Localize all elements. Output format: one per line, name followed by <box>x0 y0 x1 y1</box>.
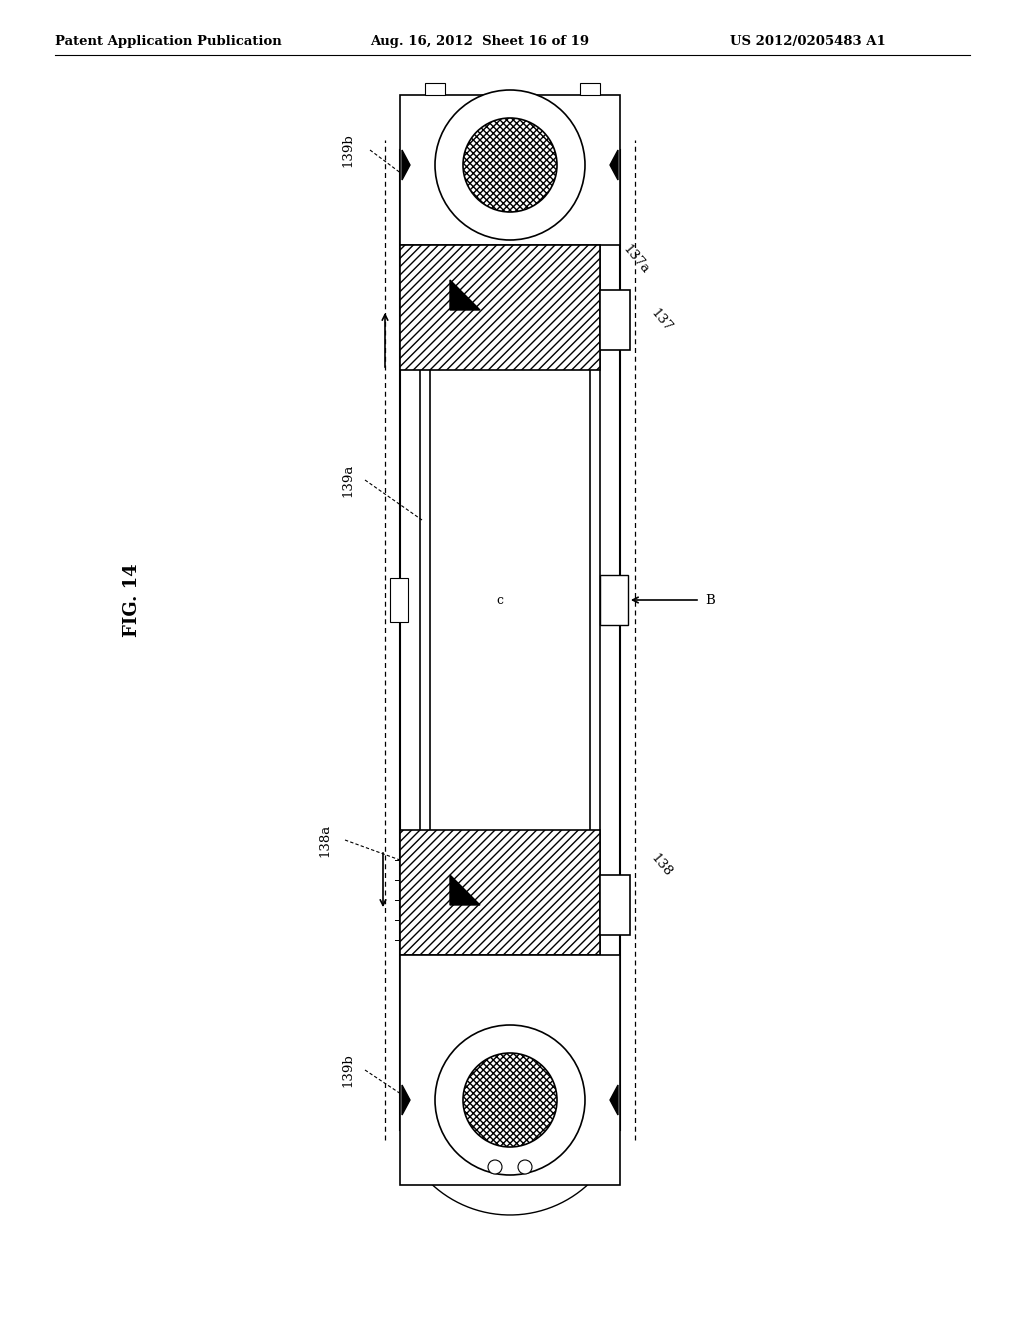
Polygon shape <box>610 150 618 180</box>
Circle shape <box>435 90 585 240</box>
Polygon shape <box>402 1085 410 1115</box>
Text: Patent Application Publication: Patent Application Publication <box>55 36 282 48</box>
Text: US 2012/0205483 A1: US 2012/0205483 A1 <box>730 36 886 48</box>
Bar <box>400 954 620 1185</box>
Circle shape <box>435 1026 585 1175</box>
Polygon shape <box>402 150 410 180</box>
Circle shape <box>463 117 557 213</box>
Bar <box>425 83 445 95</box>
Circle shape <box>518 1160 532 1173</box>
Bar <box>390 578 408 622</box>
Polygon shape <box>610 1085 618 1115</box>
Bar <box>400 95 620 246</box>
Text: 139b: 139b <box>341 1053 354 1086</box>
Bar <box>600 290 630 350</box>
Text: 139a: 139a <box>341 463 354 496</box>
Text: Aug. 16, 2012  Sheet 16 of 19: Aug. 16, 2012 Sheet 16 of 19 <box>370 36 589 48</box>
Text: FIG. 14: FIG. 14 <box>123 564 141 636</box>
Text: 139b: 139b <box>341 133 354 166</box>
Circle shape <box>488 1160 502 1173</box>
Bar <box>580 83 600 95</box>
Bar <box>600 576 628 624</box>
Bar <box>600 875 630 935</box>
Text: B: B <box>705 594 715 606</box>
Text: c: c <box>497 594 504 606</box>
Text: 137a: 137a <box>620 243 651 277</box>
Text: 137: 137 <box>648 306 674 334</box>
Text: 138: 138 <box>648 851 674 879</box>
Circle shape <box>463 1053 557 1147</box>
Polygon shape <box>450 875 480 906</box>
Bar <box>400 246 600 370</box>
Polygon shape <box>450 280 480 310</box>
Text: 138a: 138a <box>318 824 332 857</box>
Bar <box>400 830 600 954</box>
